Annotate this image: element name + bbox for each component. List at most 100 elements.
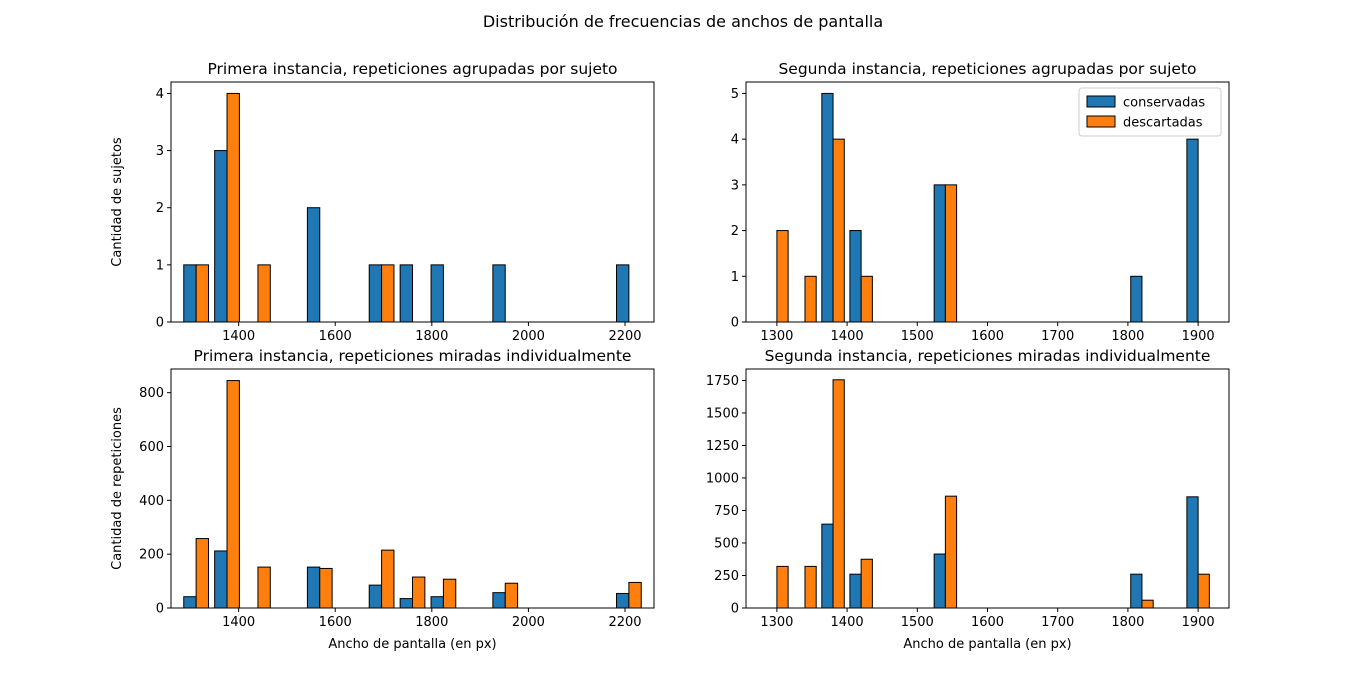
x-tick-label: 1800 (415, 329, 448, 344)
x-tick-label: 1500 (901, 615, 934, 630)
bar-descartadas-bin-15 (628, 581, 642, 609)
bar-conservadas-bin-7 (368, 264, 383, 323)
bar-conservadas-bin-3 (821, 523, 834, 609)
y-tick-label: 1000 (706, 471, 739, 486)
bar-descartadas-bin-3 (257, 264, 271, 323)
y-tick-label: 600 (139, 440, 164, 455)
bar-conservadas-bin-14 (1130, 275, 1143, 323)
y-tick-label: 400 (139, 494, 164, 509)
y-tick-label: 0 (731, 316, 739, 331)
subplot-title: Segunda instancia, repeticiones miradas … (765, 347, 1211, 365)
bar-descartadas-bin-4 (860, 275, 873, 323)
bar-descartadas-bin-3 (832, 379, 845, 609)
bar-conservadas-bin-16 (1186, 138, 1199, 323)
bar-descartadas-bin-5 (319, 567, 333, 609)
bar-descartadas-bin-1 (776, 230, 789, 323)
y-tick-label: 500 (714, 536, 739, 551)
y-tick-label: 2 (156, 201, 164, 216)
x-tick-label: 2200 (608, 615, 641, 630)
bar-descartadas-bin-7 (944, 495, 958, 609)
bar-conservadas-bin-2 (214, 550, 228, 609)
x-tick-label: 1900 (1182, 329, 1215, 344)
bar-descartadas-bin-2 (804, 275, 817, 323)
y-tick-label: 4 (731, 133, 739, 148)
y-tick-label: 750 (714, 504, 739, 519)
subplot-title: Primera instancia, repeticiones agrupada… (207, 60, 617, 78)
x-tick-label: 1700 (1041, 615, 1074, 630)
y-tick-label: 1 (156, 258, 164, 273)
x-tick-label: 1900 (1182, 615, 1215, 630)
subplot-title: Primera instancia, repeticiones miradas … (194, 347, 632, 365)
y-tick-label: 1500 (706, 406, 739, 421)
bar-descartadas-bin-11 (504, 582, 519, 609)
bar-descartadas-bin-2 (226, 380, 240, 609)
legend-swatch-descartadas (1086, 115, 1116, 128)
bar-conservadas-bin-5 (306, 566, 321, 609)
bar-descartadas-bin-14 (1141, 599, 1154, 609)
y-tick-label: 5 (731, 87, 739, 102)
bar-conservadas-bin-11 (492, 592, 506, 609)
legend: conservadas descartadas (1078, 87, 1222, 137)
bar-conservadas-bin-7 (933, 553, 946, 609)
bar-conservadas-bin-9 (430, 596, 444, 609)
x-tick-label: 2000 (512, 615, 545, 630)
y-tick-label: 4 (156, 87, 164, 102)
bar-conservadas-bin-9 (430, 264, 444, 323)
bar-descartadas-bin-1 (776, 565, 789, 609)
bar-descartadas-bin-7 (381, 549, 395, 609)
x-tick-label: 1600 (319, 329, 352, 344)
x-tick-label: 1600 (971, 615, 1004, 630)
x-tick-label: 1700 (1041, 329, 1074, 344)
bar-descartadas-bin-1 (195, 538, 209, 609)
subplot-4: 1300 1400 1500 1600 1700 1800 1900 0 250 500 750 10… (706, 347, 1230, 652)
axes-frame (170, 368, 655, 609)
x-tick-label: 1400 (831, 329, 864, 344)
x-tick-label: 1400 (222, 615, 255, 630)
bar-conservadas-bin-1 (183, 596, 197, 609)
bar-conservadas-bin-2 (214, 150, 228, 323)
x-tick-label: 1800 (1111, 329, 1144, 344)
x-tick-label: 1800 (415, 615, 448, 630)
bar-conservadas-bin-3 (821, 92, 834, 323)
subplot-title: Segunda instancia, repeticiones agrupada… (778, 60, 1196, 78)
x-tick-label: 1300 (760, 615, 793, 630)
y-tick-label: 200 (139, 548, 164, 563)
x-tick-label: 2200 (608, 329, 641, 344)
bar-conservadas-bin-1 (183, 264, 197, 323)
subplot-1: 1400 1600 1800 2000 2200 0 1 2 3 4 Primera instanc… (110, 60, 655, 344)
bar-conservadas-bin-7 (368, 584, 383, 609)
x-tick-label: 1800 (1111, 615, 1144, 630)
y-tick-label: 1750 (706, 374, 739, 389)
bar-descartadas-bin-3 (257, 566, 271, 609)
bar-descartadas-bin-4 (860, 558, 873, 609)
bar-descartadas-bin-7 (944, 184, 958, 323)
y-tick-label: 2 (731, 224, 739, 239)
y-axis-label: Cantidad de sujetos (110, 137, 125, 267)
figure-suptitle: Distribución de frecuencias de anchos de… (483, 12, 883, 31)
bar-descartadas-bin-2 (804, 565, 817, 609)
x-tick-label: 1600 (319, 615, 352, 630)
bar-descartadas-bin-16 (1197, 573, 1210, 609)
y-tick-label: 0 (731, 602, 739, 617)
bar-conservadas-bin-5 (306, 207, 321, 323)
bar-descartadas-bin-7 (381, 264, 395, 323)
x-tick-label: 2000 (512, 329, 545, 344)
y-tick-label: 3 (156, 144, 164, 159)
x-tick-label: 1300 (760, 329, 793, 344)
bar-conservadas-bin-7 (933, 184, 946, 323)
legend-label-descartadas: descartadas (1123, 116, 1203, 131)
legend-swatch-conservadas (1086, 95, 1116, 108)
x-tick-label: 1500 (901, 329, 934, 344)
bar-conservadas-bin-14 (1130, 573, 1143, 609)
y-tick-label: 0 (156, 602, 164, 617)
y-tick-label: 1 (731, 270, 739, 285)
subplot-2: 1300 1400 1500 1600 1700 1800 1900 0 1 2 3 4 5 Segund… (731, 60, 1230, 344)
y-axis-label: Cantidad de repeticiones (110, 407, 125, 570)
bar-conservadas-bin-8 (399, 264, 414, 323)
legend-label-conservadas: conservadas (1123, 96, 1205, 111)
subplot-3: 1400 1600 1800 2000 2200 0 200 400 600 800 Primera… (110, 347, 655, 652)
x-tick-label: 1400 (222, 329, 255, 344)
x-tick-label: 1400 (831, 615, 864, 630)
